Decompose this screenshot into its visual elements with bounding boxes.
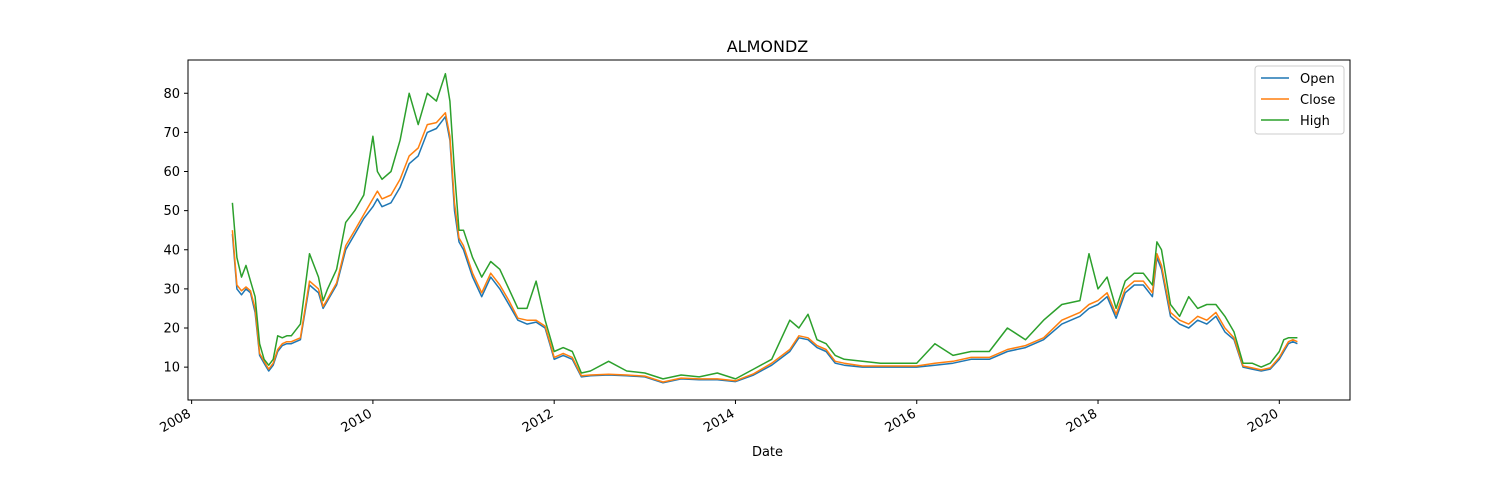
series-line-close <box>231 112 1298 383</box>
legend-label-high: High <box>1300 114 1330 129</box>
y-tick-label: 70 <box>163 126 180 141</box>
y-tick-label: 20 <box>163 322 180 337</box>
y-tick-label: 30 <box>163 282 180 297</box>
legend: Open Close High <box>1254 65 1345 135</box>
y-tick-label: 50 <box>163 204 180 219</box>
y-tick-label: 60 <box>163 165 180 180</box>
y-axis: 10 20 30 40 50 60 70 80 <box>163 87 188 376</box>
y-tick-label: 40 <box>163 243 180 258</box>
legend-box <box>1254 65 1345 135</box>
legend-label-close: Close <box>1300 93 1335 108</box>
y-tick-label: 10 <box>163 361 180 376</box>
plot-frame <box>187 59 1351 401</box>
chart-title: ALMONDZ <box>727 37 809 56</box>
series-line-high <box>231 72 1298 380</box>
series-layer <box>231 72 1298 384</box>
x-axis-label: Date <box>752 445 783 460</box>
y-tick-label: 80 <box>163 87 180 102</box>
legend-label-open: Open <box>1300 72 1335 87</box>
